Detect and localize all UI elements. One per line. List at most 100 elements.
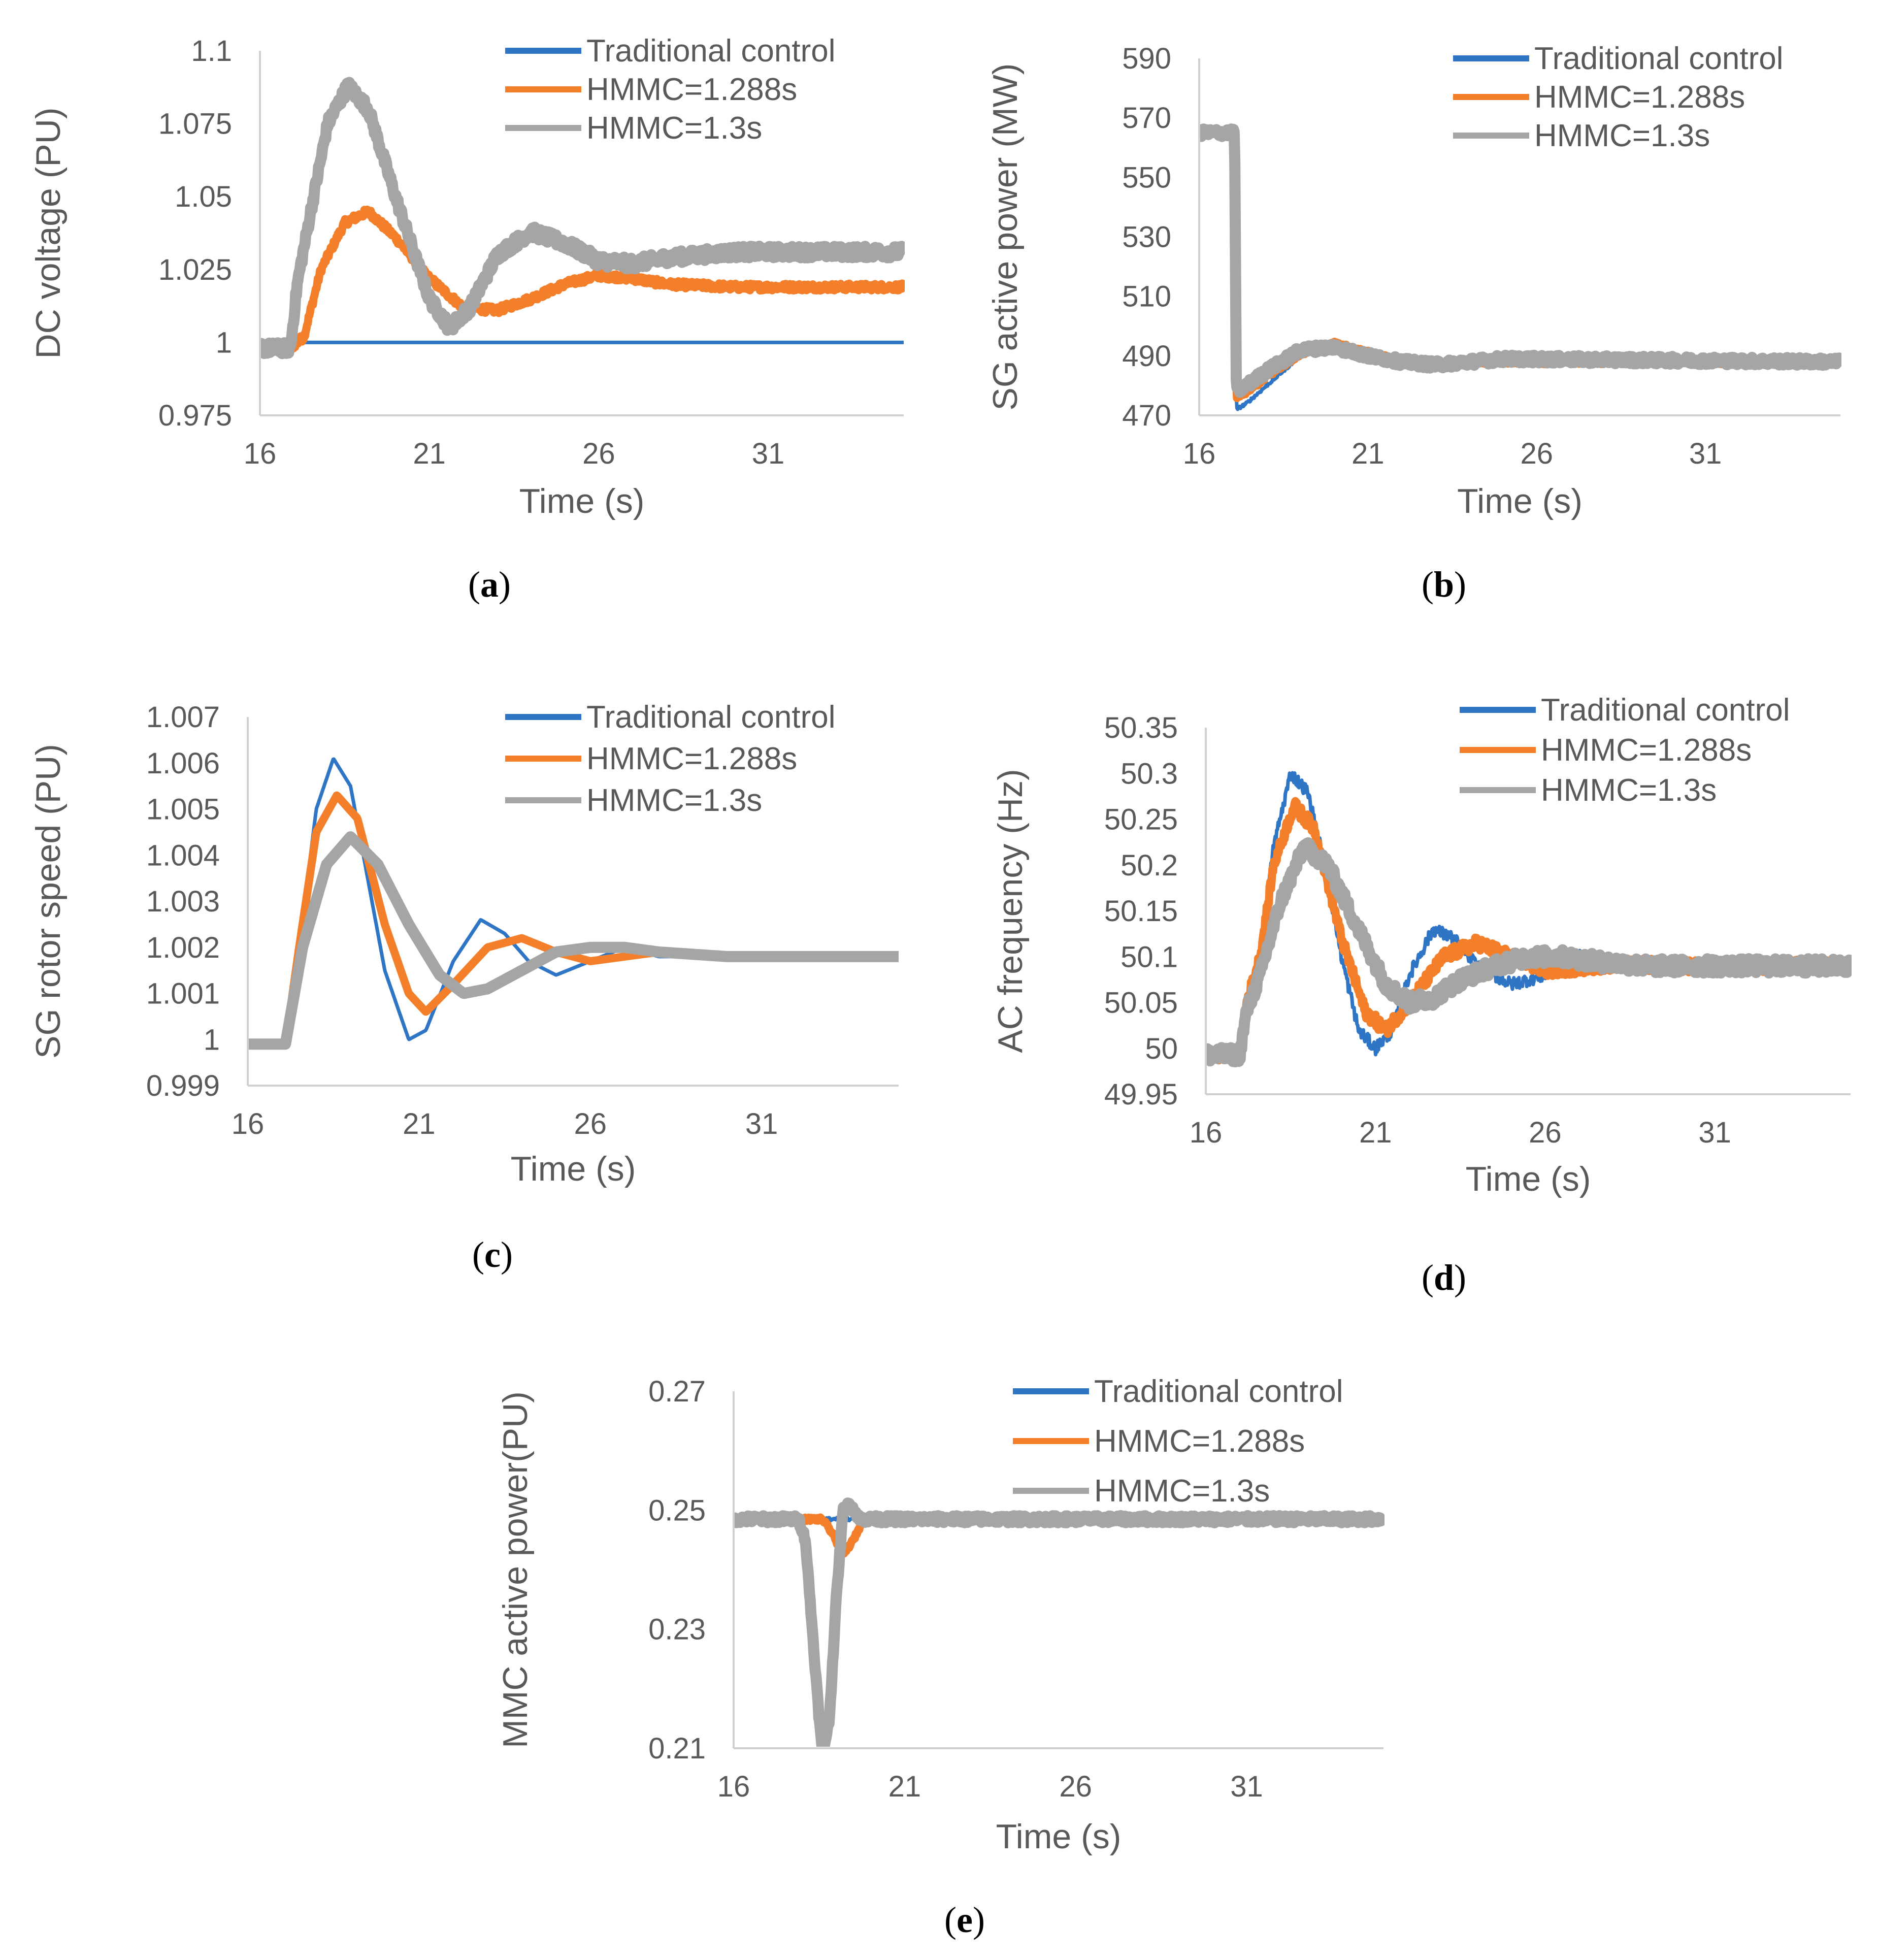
y-tick-label: 50.25 [1104, 803, 1178, 836]
legend-label-traditional-control: Traditional control [586, 700, 836, 735]
panel-label-letter: e [957, 1900, 973, 1940]
panel-label: (d) [1422, 1257, 1466, 1298]
legend-label-hmmc-1288: HMMC=1.288s [1094, 1424, 1305, 1459]
series-line-hmmc-13 [249, 831, 900, 1050]
x-axis-title: Time (s) [1466, 1160, 1591, 1198]
y-tick-label: 1.025 [158, 253, 232, 286]
x-tick-label: 31 [745, 1107, 778, 1140]
y-tick-label: 50.15 [1104, 895, 1178, 928]
legend-label-hmmc-1288: HMMC=1.288s [1541, 733, 1752, 768]
y-tick-label: 510 [1122, 280, 1171, 313]
y-tick-label: 1.001 [146, 977, 220, 1010]
series-line-hmmc-1288 [249, 791, 900, 1049]
legend-label-hmmc-13: HMMC=1.3s [586, 783, 762, 818]
y-tick-label: 490 [1122, 340, 1171, 373]
y-tick-label: 0.25 [648, 1494, 706, 1527]
y-tick-label: 590 [1122, 42, 1171, 75]
panel-label: (e) [944, 1900, 985, 1940]
y-tick-label: 1.1 [191, 35, 232, 68]
y-tick-label: 1.075 [158, 108, 232, 141]
y-axis-title: MMC active power(PU) [496, 1391, 535, 1748]
legend-label-traditional-control: Traditional control [586, 34, 836, 69]
x-tick-label: 21 [413, 437, 446, 470]
x-axis-title: Time (s) [996, 1817, 1122, 1856]
x-tick-label: 26 [1059, 1770, 1092, 1803]
chart-panel-b: 470 490 510 530 550 570 590 16 21 26 31 Time (s) SG … [986, 41, 1841, 605]
y-axis-title: DC voltage (PU) [29, 107, 68, 358]
series-line-hmmc-1288 [261, 205, 905, 355]
panel-label: (c) [472, 1234, 513, 1275]
legend-label-traditional-control: Traditional control [1534, 41, 1784, 76]
series-line-traditional-control [261, 340, 905, 350]
y-tick-label: 1.002 [146, 931, 220, 964]
x-tick-label: 31 [1689, 437, 1722, 470]
y-tick-label: 50.1 [1120, 940, 1178, 973]
y-tick-label: 1.003 [146, 885, 220, 918]
y-tick-label: 0.27 [648, 1375, 706, 1408]
y-tick-label: 1.006 [146, 747, 220, 780]
x-tick-label: 31 [752, 437, 785, 470]
y-tick-label: 50 [1145, 1032, 1178, 1065]
x-tick-label: 16 [717, 1770, 750, 1803]
legend-label-hmmc-1288: HMMC=1.288s [586, 72, 797, 107]
y-axis-title: SG rotor speed (PU) [29, 744, 68, 1059]
x-tick-label: 16 [1183, 437, 1216, 470]
legend-label-hmmc-1288: HMMC=1.288s [586, 741, 797, 776]
y-tick-label: 530 [1122, 221, 1171, 254]
legend-label-hmmc-13: HMMC=1.3s [1094, 1474, 1270, 1509]
legend-label-hmmc-13: HMMC=1.3s [586, 111, 762, 146]
x-axis-title: Time (s) [1457, 482, 1583, 520]
y-tick-label: 50.35 [1104, 711, 1178, 744]
y-tick-label: 0.999 [146, 1069, 220, 1102]
legend-label-traditional-control: Traditional control [1541, 693, 1790, 728]
y-tick-label: 1.004 [146, 839, 220, 872]
y-tick-label: 0.975 [158, 399, 232, 432]
legend-label-traditional-control: Traditional control [1094, 1374, 1343, 1409]
legend-label-hmmc-1288: HMMC=1.288s [1534, 80, 1745, 115]
y-tick-label: 1 [204, 1023, 220, 1056]
x-tick-label: 26 [582, 437, 615, 470]
x-axis-title: Time (s) [519, 482, 645, 520]
chart-panel-e: 0.21 0.23 0.25 0.27 16 21 26 31 Time (s) MMC acti… [496, 1374, 1384, 1940]
x-tick-label: 16 [232, 1107, 265, 1140]
y-tick-label: 0.21 [648, 1732, 706, 1765]
x-tick-label: 21 [403, 1107, 436, 1140]
panel-label: (a) [468, 564, 511, 605]
chart-panel-d: 49.95 50 50.05 50.1 50.15 50.2 50.25 50.3 50.35 1… [991, 693, 1852, 1298]
y-tick-label: 50.05 [1104, 987, 1178, 1020]
series-line-hmmc-13 [261, 77, 905, 360]
y-tick-label: 570 [1122, 102, 1171, 135]
x-tick-label: 26 [1520, 437, 1553, 470]
x-tick-label: 31 [1230, 1770, 1263, 1803]
x-tick-label: 31 [1698, 1116, 1731, 1149]
panel-label: (b) [1422, 564, 1466, 605]
panel-label-letter: c [484, 1234, 501, 1275]
y-tick-label: 1 [216, 326, 232, 359]
y-tick-label: 550 [1122, 161, 1171, 194]
panel-label-letter: b [1434, 564, 1454, 605]
y-tick-label: 1.005 [146, 793, 220, 826]
panel-label-letter: d [1434, 1257, 1454, 1298]
y-tick-label: 50.3 [1120, 757, 1178, 790]
y-tick-label: 50.2 [1120, 849, 1178, 882]
x-axis-title: Time (s) [511, 1150, 636, 1188]
legend-label-hmmc-13: HMMC=1.3s [1534, 118, 1710, 153]
x-tick-label: 26 [574, 1107, 607, 1140]
panel-label-letter: a [480, 564, 499, 605]
x-tick-label: 21 [888, 1770, 921, 1803]
x-tick-label: 21 [1359, 1116, 1392, 1149]
y-tick-label: 470 [1122, 399, 1171, 432]
y-tick-label: 1.05 [175, 180, 232, 213]
x-tick-label: 26 [1529, 1116, 1562, 1149]
x-tick-label: 16 [244, 437, 277, 470]
series-line-hmmc-13 [1200, 123, 1841, 398]
y-tick-label: 1.007 [146, 701, 220, 734]
y-tick-label: 0.23 [648, 1613, 706, 1646]
y-axis-title: SG active power (MW) [986, 63, 1025, 411]
legend-label-hmmc-13: HMMC=1.3s [1541, 773, 1717, 808]
y-axis-title: AC frequency (Hz) [991, 769, 1030, 1053]
chart-panel-c: 0.999 1 1.001 1.002 1.003 1.004 1.005 1.006 1.00… [29, 700, 900, 1275]
series-line-hmmc-13 [735, 1497, 1384, 1747]
y-tick-label: 49.95 [1104, 1078, 1178, 1111]
